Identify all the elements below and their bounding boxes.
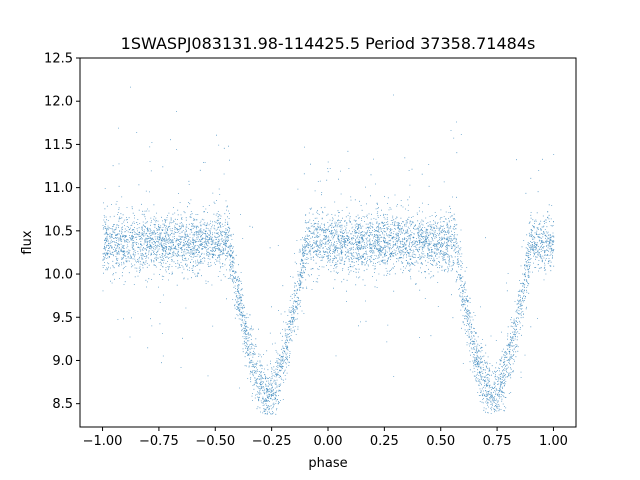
y-tick-label: 10.0 — [44, 268, 73, 283]
y-axis-label: flux — [20, 230, 35, 254]
y-axis: 8.5 9.0 9.5 10.0 10.5 11.0 11.5 12.0 12.5 — [44, 52, 80, 412]
x-axis-label: phase — [308, 456, 347, 471]
x-tick-label: −0.50 — [195, 434, 235, 449]
x-tick-label: 0.75 — [483, 434, 512, 449]
y-tick-label: 10.5 — [44, 224, 73, 239]
x-tick-label: −1.00 — [83, 434, 123, 449]
y-tick-label: 9.0 — [52, 354, 73, 369]
x-tick-label: 0.50 — [426, 434, 455, 449]
y-tick-label: 11.0 — [44, 181, 73, 196]
x-tick-label: 0.00 — [314, 434, 343, 449]
data-points — [102, 86, 555, 415]
y-tick-label: 12.0 — [44, 95, 73, 110]
x-axis: −1.00 −0.75 −0.50 −0.25 0.00 0.25 0.50 0.75 1.00 — [83, 427, 568, 449]
x-tick-label: −0.25 — [252, 434, 292, 449]
x-tick-label: −0.75 — [139, 434, 179, 449]
plot-frame — [79, 57, 577, 428]
y-tick-label: 8.5 — [52, 397, 73, 412]
chart-title: 1SWASPJ083131.98-114425.5 Period 37358.7… — [121, 34, 536, 53]
y-tick-label: 11.5 — [44, 138, 73, 153]
y-tick-label: 12.5 — [44, 52, 73, 67]
scatter-points — [102, 86, 555, 415]
x-tick-label: 1.00 — [539, 434, 568, 449]
x-tick-label: 0.25 — [370, 434, 399, 449]
y-tick-label: 9.5 — [52, 311, 73, 326]
